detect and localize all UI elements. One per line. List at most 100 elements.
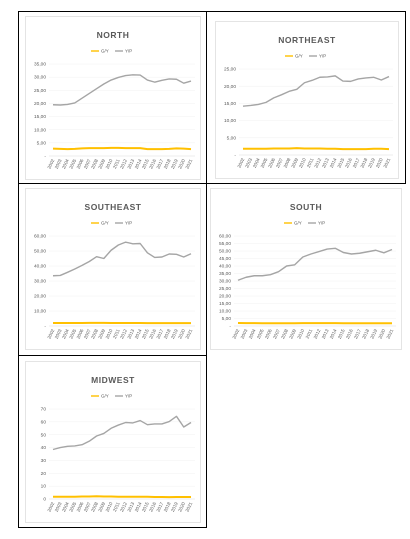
y-tick-label: - bbox=[234, 154, 236, 159]
x-tick-label: 2005 bbox=[256, 328, 265, 340]
x-tick-label: 2018 bbox=[163, 158, 172, 170]
x-tick-label: 2018 bbox=[163, 328, 172, 340]
x-tick-label: 2016 bbox=[148, 158, 157, 170]
chart-area bbox=[25, 188, 201, 350]
x-tick-label: 2017 bbox=[352, 157, 361, 169]
x-tick-label: 2006 bbox=[264, 328, 273, 340]
y-tick-label: 30,00 bbox=[34, 279, 46, 285]
legend-entry: Y/P bbox=[319, 54, 326, 59]
x-tick-label: 2015 bbox=[141, 501, 150, 513]
x-tick-label: 2010 bbox=[105, 501, 114, 513]
y-tick-label: 15,00 bbox=[34, 114, 46, 120]
series-line-gy bbox=[53, 495, 191, 499]
x-tick-label: 2021 bbox=[185, 501, 194, 513]
x-tick-label: 2014 bbox=[329, 157, 338, 169]
chart-northeast: NORTHEAST G/Y Y/P - 5,00 10,00 15,00 20,00 25,00… bbox=[215, 21, 399, 179]
x-tick-label: 2008 bbox=[90, 158, 99, 170]
y-tick-label: 20,00 bbox=[224, 84, 236, 90]
x-tick-label: 2007 bbox=[272, 328, 281, 340]
y-tick-label: 50,00 bbox=[34, 249, 46, 255]
frame-line bbox=[206, 11, 207, 528]
y-tick-label: 20 bbox=[41, 471, 47, 477]
x-tick-label: 2010 bbox=[298, 157, 307, 169]
x-tick-label: 2019 bbox=[369, 328, 378, 340]
y-tick-label: 25,00 bbox=[219, 286, 231, 292]
y-tick-label: 15,00 bbox=[224, 101, 236, 107]
chart-southeast: SOUTHEAST G/Y Y/P - 10,00 20,00 30,00 40,00 50,0… bbox=[25, 188, 201, 350]
series-line-yp bbox=[242, 75, 390, 107]
x-tick-label: 2017 bbox=[353, 328, 362, 340]
x-tick-label: 2009 bbox=[97, 158, 106, 170]
x-tick-label: 2008 bbox=[283, 157, 292, 169]
x-tick-label: 2006 bbox=[76, 328, 85, 340]
x-tick-label: 2002 bbox=[47, 158, 56, 170]
y-tick-label: 40 bbox=[41, 445, 47, 451]
x-tick-label: 2012 bbox=[119, 328, 128, 340]
x-tick-label: 2012 bbox=[313, 328, 322, 340]
x-tick-label: 2014 bbox=[134, 158, 143, 170]
x-tick-label: 2019 bbox=[170, 501, 179, 513]
legend-entry: Y/P bbox=[125, 49, 132, 54]
y-tick-label: 30,00 bbox=[219, 279, 231, 285]
x-tick-label: 2014 bbox=[134, 501, 143, 513]
x-tick-label: 2018 bbox=[163, 501, 172, 513]
x-tick-label: 2005 bbox=[68, 501, 77, 513]
y-tick-label: - bbox=[44, 155, 46, 160]
y-tick-label: 30,00 bbox=[34, 75, 46, 81]
x-tick-label: 2016 bbox=[344, 157, 353, 169]
x-tick-label: 2013 bbox=[321, 328, 330, 340]
x-tick-label: 2009 bbox=[97, 501, 106, 513]
y-tick-label: 10,00 bbox=[219, 309, 231, 315]
x-tick-label: 2003 bbox=[54, 501, 63, 513]
x-tick-label: 2013 bbox=[126, 158, 135, 170]
chart-title: SOUTHEAST bbox=[85, 202, 142, 212]
chart-title: NORTHEAST bbox=[278, 35, 336, 45]
x-tick-label: 2020 bbox=[177, 501, 186, 513]
x-tick-label: 2014 bbox=[329, 328, 338, 340]
x-tick-label: 2020 bbox=[177, 328, 186, 340]
y-tick-label: - bbox=[44, 325, 46, 330]
chart-panel-south: SOUTH G/Y Y/P - 5,00 10,00 15,00 20,00 25,00 30,0… bbox=[210, 188, 402, 350]
frame-line bbox=[18, 355, 207, 356]
y-tick-label: 25,00 bbox=[34, 88, 46, 94]
y-tick-label: 45,00 bbox=[219, 256, 231, 262]
y-tick-label: - bbox=[229, 325, 231, 330]
x-tick-label: 2003 bbox=[244, 157, 253, 169]
x-tick-label: 2012 bbox=[119, 501, 128, 513]
y-tick-label: 55,00 bbox=[219, 241, 231, 247]
x-tick-label: 2006 bbox=[76, 501, 85, 513]
x-tick-label: 2019 bbox=[170, 158, 179, 170]
series-line-gy bbox=[52, 146, 192, 151]
y-tick-label: 30 bbox=[41, 458, 47, 464]
chart-panel-midwest: MIDWEST G/Y Y/P 0 10 20 30 40 50 60 70 2002 2003 2004… bbox=[25, 361, 201, 523]
x-tick-label: 2006 bbox=[76, 158, 85, 170]
y-tick-label: 10,00 bbox=[34, 127, 46, 133]
x-tick-label: 2004 bbox=[61, 158, 70, 170]
y-tick-label: 20,00 bbox=[34, 294, 46, 300]
chart-panel-northeast: NORTHEAST G/Y Y/P - 5,00 10,00 15,00 20,00 25,00… bbox=[215, 21, 399, 179]
series-line-yp bbox=[52, 74, 192, 106]
legend-entry: G/Y bbox=[294, 221, 302, 226]
y-tick-label: 15,00 bbox=[219, 301, 231, 307]
legend-entry: G/Y bbox=[295, 54, 303, 59]
y-tick-label: 5,00 bbox=[227, 135, 237, 141]
chart-midwest: MIDWEST G/Y Y/P 0 10 20 30 40 50 60 70 200220032004… bbox=[25, 361, 201, 523]
legend-entry: Y/P bbox=[318, 221, 325, 226]
x-tick-label: 2020 bbox=[377, 328, 386, 340]
y-tick-label: 35,00 bbox=[34, 62, 46, 68]
x-tick-label: 2015 bbox=[336, 157, 345, 169]
frame-line bbox=[405, 11, 406, 184]
y-tick-label: 20,00 bbox=[219, 294, 231, 300]
x-tick-label: 2004 bbox=[248, 328, 257, 340]
y-tick-label: 10,00 bbox=[34, 309, 46, 315]
x-tick-label: 2007 bbox=[275, 157, 284, 169]
chart-area bbox=[25, 16, 201, 180]
x-tick-label: 2008 bbox=[280, 328, 289, 340]
chart-area bbox=[210, 188, 402, 350]
x-tick-label: 2011 bbox=[112, 328, 121, 339]
x-tick-label: 2007 bbox=[83, 501, 92, 513]
y-tick-label: 60,00 bbox=[219, 234, 231, 240]
x-tick-label: 2003 bbox=[54, 158, 63, 170]
y-tick-label: 40,00 bbox=[219, 264, 231, 270]
